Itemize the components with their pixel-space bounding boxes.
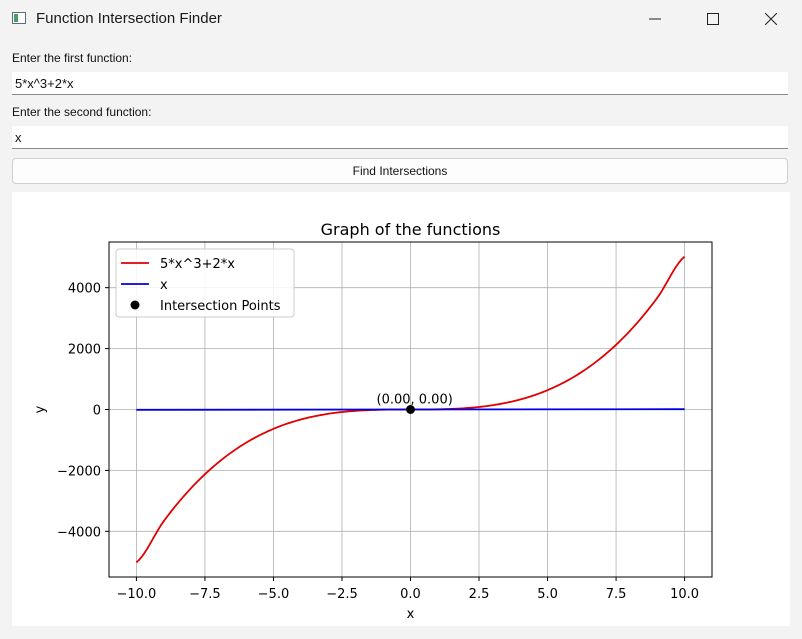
y-axis-label: y bbox=[33, 405, 48, 413]
x-tick-label: −5.0 bbox=[258, 587, 290, 602]
title-bar: Function Intersection Finder bbox=[0, 0, 802, 38]
legend-box bbox=[115, 248, 295, 318]
x-tick-label: −7.5 bbox=[189, 587, 221, 602]
y-tick-label: −4000 bbox=[57, 525, 101, 540]
chart-title: Graph of the functions bbox=[321, 220, 501, 239]
close-icon bbox=[765, 13, 777, 25]
second-function-input[interactable] bbox=[12, 126, 788, 149]
legend-label: x bbox=[160, 278, 168, 293]
point-label: (0.00, 0.00) bbox=[377, 393, 453, 408]
window-title: Function Intersection Finder bbox=[36, 10, 222, 27]
second-function-label: Enter the second function: bbox=[12, 105, 152, 119]
first-function-label: Enter the first function: bbox=[12, 51, 133, 65]
y-tick-label: −2000 bbox=[57, 464, 101, 479]
maximize-button[interactable] bbox=[684, 0, 742, 38]
app-icon bbox=[12, 12, 26, 24]
maximize-icon bbox=[707, 13, 719, 25]
x-axis-label: x bbox=[407, 607, 415, 622]
legend-marker bbox=[130, 300, 140, 310]
x-tick-label: 5.0 bbox=[537, 587, 558, 602]
close-button[interactable] bbox=[742, 0, 800, 38]
x-tick-label: 0.0 bbox=[400, 587, 421, 602]
plot-canvas: (0.00, 0.00) −10.0 −7.5 −5.0 −2.5 0.0 2.5 5.0 7.… bbox=[12, 192, 790, 626]
legend-label: 5*x^3+2*x bbox=[160, 257, 235, 272]
x-tick-label: −10.0 bbox=[116, 587, 156, 602]
first-function-input[interactable] bbox=[12, 72, 788, 95]
minimize-button[interactable] bbox=[626, 0, 684, 38]
legend-label: Intersection Points bbox=[160, 299, 281, 314]
x-tick-label: −2.5 bbox=[326, 587, 358, 602]
minimize-icon bbox=[649, 18, 661, 20]
x-tick-label: 10.0 bbox=[670, 587, 699, 602]
y-tick-label: 2000 bbox=[68, 343, 101, 358]
function-chart: (0.00, 0.00) −10.0 −7.5 −5.0 −2.5 0.0 2.5 5.0 7.… bbox=[33, 220, 713, 622]
find-intersections-button[interactable]: Find Intersections bbox=[12, 158, 788, 184]
x-tick-label: 7.5 bbox=[606, 587, 627, 602]
y-tick-label: 0 bbox=[93, 404, 101, 419]
intersection-point bbox=[406, 405, 415, 414]
y-tick-label: 4000 bbox=[68, 282, 101, 297]
x-tick-label: 2.5 bbox=[469, 587, 490, 602]
